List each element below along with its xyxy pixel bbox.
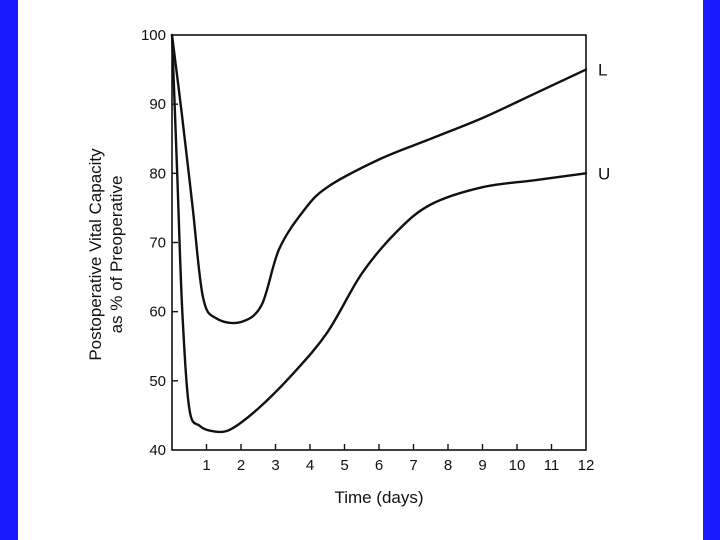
- y-tick-label: 40: [149, 442, 166, 459]
- series-line-U: [170, 33, 588, 434]
- y-tick-label: 60: [149, 304, 166, 321]
- labels-layer: Time (days) Postoperative Vital Capacity…: [86, 148, 424, 507]
- x-tick-label: 7: [409, 457, 417, 474]
- series-line-L: [170, 33, 588, 325]
- y-tick-label: 70: [149, 235, 166, 252]
- slide-left-accent-bar: [0, 0, 18, 540]
- series-label-U: U: [598, 164, 610, 183]
- x-tick-label: 12: [578, 457, 595, 474]
- plot-frame: [171, 34, 587, 451]
- y-tick-label: 90: [149, 96, 166, 113]
- y-axis-title-line-1: Postoperative Vital Capacity: [86, 148, 105, 361]
- x-axis-title: Time (days): [334, 488, 423, 507]
- x-axis-ticks: 1 2 3 4 5 6 7 8 9 10 11 12: [202, 444, 594, 474]
- y-tick-label: 50: [149, 373, 166, 390]
- y-tick-label: 80: [149, 165, 166, 182]
- x-tick-label: 6: [375, 457, 383, 474]
- series-layer: LU: [170, 33, 610, 434]
- x-tick-label: 11: [544, 457, 560, 474]
- x-tick-label: 4: [306, 457, 314, 474]
- x-tick-label: 3: [271, 457, 279, 474]
- y-tick-label: 100: [141, 27, 166, 44]
- plot-area-border: [171, 34, 587, 451]
- slide-right-accent-bar: [703, 0, 720, 540]
- x-tick-label: 9: [478, 457, 486, 474]
- x-tick-label: 1: [202, 457, 210, 474]
- y-axis-title-line-2: as % of Preoperative: [107, 176, 126, 334]
- y-axis-ticks: 40 50 60 70 80 90 100: [141, 27, 178, 459]
- x-tick-label: 5: [340, 457, 348, 474]
- x-tick-label: 10: [509, 457, 526, 474]
- x-tick-label: 2: [237, 457, 245, 474]
- series-label-L: L: [598, 61, 607, 80]
- x-tick-label: 8: [444, 457, 452, 474]
